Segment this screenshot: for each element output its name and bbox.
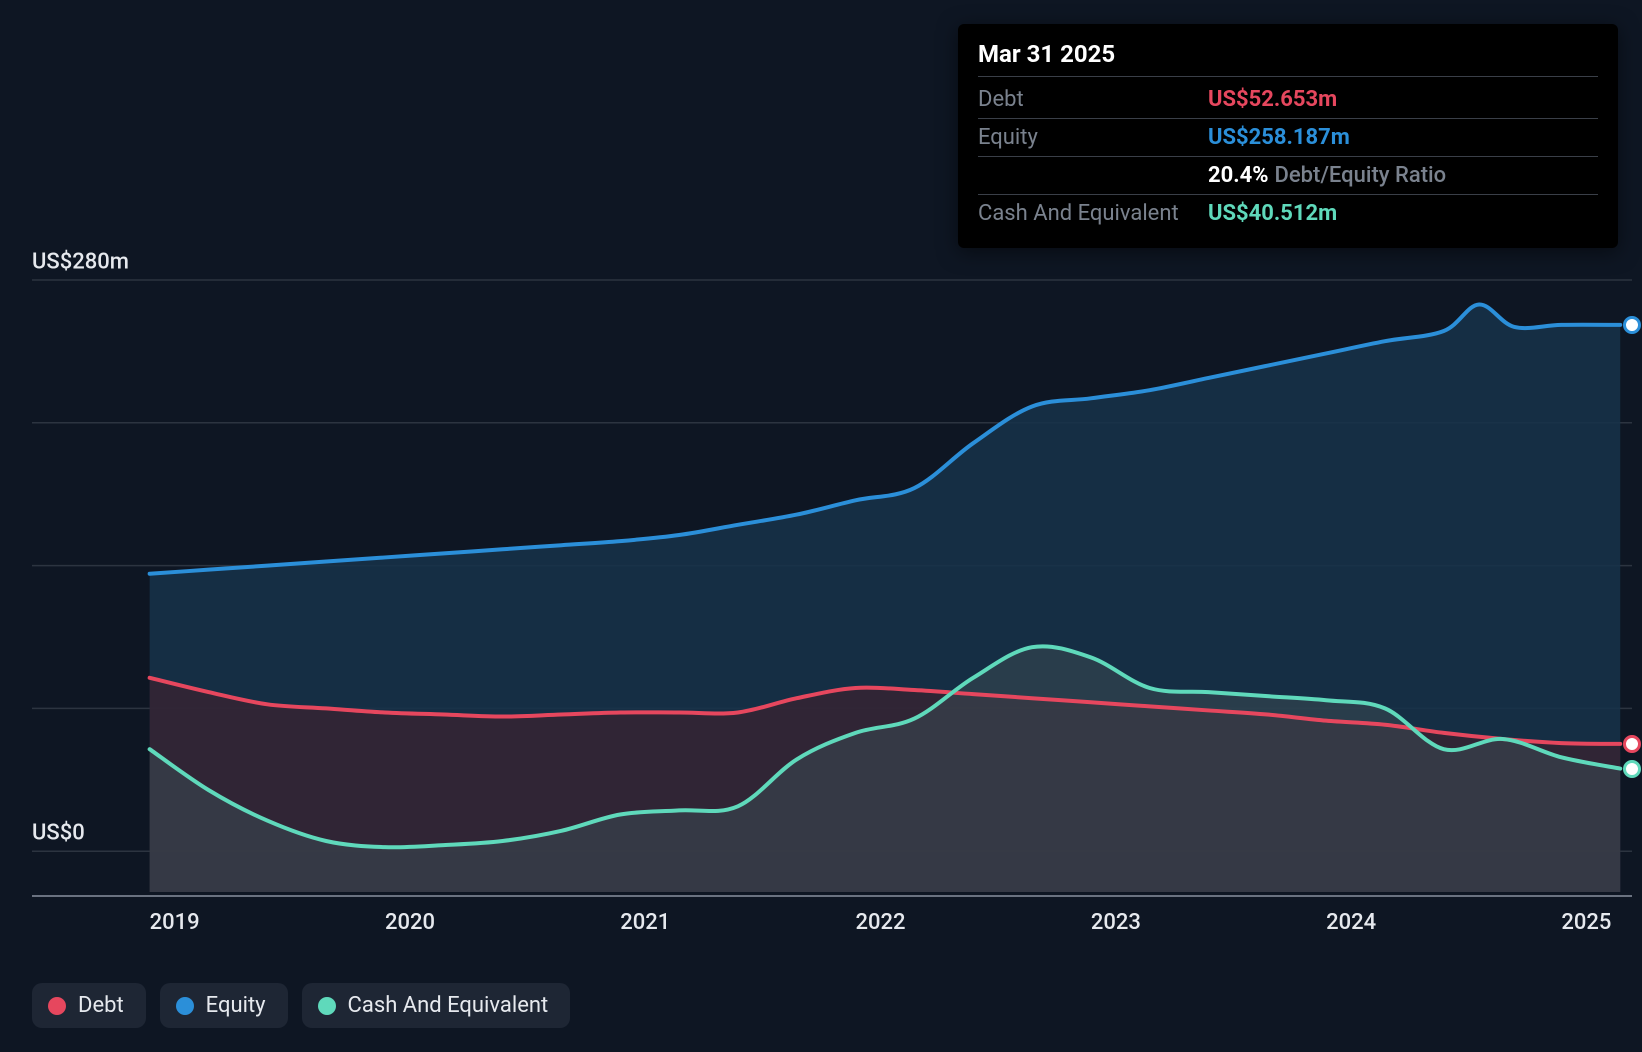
x-tick-label: 2023 — [1091, 910, 1141, 935]
chart-container: US$0 US$280m 2019 2020 2021 2022 2023 2024 2025… — [0, 0, 1642, 1052]
tooltip-date: Mar 31 2025 — [978, 40, 1598, 77]
x-tick-label: 2024 — [1326, 910, 1376, 935]
legend-label: Cash And Equivalent — [348, 993, 549, 1018]
tooltip-row-value: US$258.187m — [1208, 125, 1350, 150]
chart-areas — [150, 304, 1621, 892]
legend-label: Equity — [206, 993, 266, 1018]
tooltip-row: DebtUS$52.653m — [978, 81, 1598, 119]
tooltip-row-label: Cash And Equivalent — [978, 201, 1208, 226]
endpoint-marker-cash — [1623, 760, 1641, 778]
x-tick-label: 2019 — [150, 910, 200, 935]
legend-item-debt[interactable]: Debt — [32, 983, 146, 1028]
tooltip-row-value: US$52.653m — [1208, 87, 1337, 112]
x-tick-label: 2022 — [856, 910, 906, 935]
y-tick-label: US$0 — [32, 821, 85, 846]
x-tick-label: 2020 — [385, 910, 435, 935]
tooltip-row: EquityUS$258.187m — [978, 119, 1598, 157]
chart-tooltip: Mar 31 2025 DebtUS$52.653mEquityUS$258.1… — [958, 24, 1618, 248]
legend-dot-icon — [176, 997, 194, 1015]
tooltip-row-value: US$40.512m — [1208, 201, 1337, 226]
legend-item-cash-and-equivalent[interactable]: Cash And Equivalent — [302, 983, 571, 1028]
legend-label: Debt — [78, 993, 124, 1018]
legend-dot-icon — [48, 997, 66, 1015]
x-tick-label: 2025 — [1561, 910, 1611, 935]
tooltip-row-label: Equity — [978, 125, 1208, 150]
x-tick-label: 2021 — [620, 910, 670, 935]
tooltip-row-suffix: Debt/Equity Ratio — [1275, 163, 1447, 188]
endpoint-marker-equity — [1623, 316, 1641, 334]
legend-item-equity[interactable]: Equity — [160, 983, 288, 1028]
tooltip-row-value: 20.4% — [1208, 163, 1269, 188]
tooltip-row-label: Debt — [978, 87, 1208, 112]
tooltip-row: 20.4%Debt/Equity Ratio — [978, 157, 1598, 195]
tooltip-row: Cash And EquivalentUS$40.512m — [978, 195, 1598, 232]
tooltip-rows: DebtUS$52.653mEquityUS$258.187m20.4%Debt… — [978, 81, 1598, 232]
endpoint-marker-debt — [1623, 735, 1641, 753]
chart-legend: Debt Equity Cash And Equivalent — [32, 983, 570, 1028]
y-tick-label: US$280m — [32, 250, 129, 275]
legend-dot-icon — [318, 997, 336, 1015]
